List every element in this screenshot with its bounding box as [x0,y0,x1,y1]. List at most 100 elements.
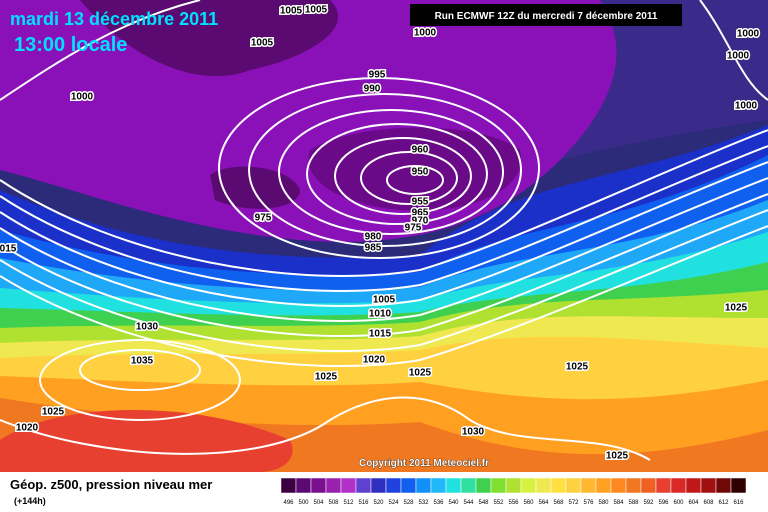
isobars [0,0,768,461]
scale-label: 568 [553,500,564,506]
isobar-line [248,93,522,247]
scale-label: 532 [418,500,429,506]
isobar-line [79,349,201,391]
scale-label: 500 [298,500,309,506]
scale-label: 564 [538,500,549,506]
isobar-label: 1010 [369,309,392,320]
scale-label: 520 [373,500,384,506]
scale-label: 572 [568,500,579,506]
isobar-label: 1005 [280,6,303,17]
isobar-label: 955 [412,197,429,208]
scale-swatch [610,477,627,494]
isobar-label: 1025 [566,362,589,373]
isobar-label: 1025 [606,451,629,462]
isobar-line [699,0,768,101]
field-dark-purple [308,127,522,211]
scale-swatch [505,477,522,494]
map-date: mardi 13 décembre 2011 [10,9,218,29]
isobar-label: 1020 [363,355,386,366]
isobar-label: 975 [405,223,422,234]
footer-lead: (+144h) [14,496,46,506]
scale-swatch [355,477,372,494]
isobar-line [306,123,488,225]
isobar-label: 1015 [369,329,392,340]
scale-swatch [415,477,432,494]
scale-swatch [580,477,597,494]
scale-swatch [310,477,327,494]
isobar-line [0,396,651,461]
scale-swatch [490,477,507,494]
scale-swatch [565,477,582,494]
isobar-label: 975 [255,213,272,224]
isobar-label: 1000 [414,28,437,39]
scale-label: 592 [643,500,654,506]
isobar-line [0,177,768,322]
footer-title: Géop. z500, pression niveau mer [10,477,212,492]
isobar-line [0,193,768,337]
isobar-line [39,339,241,421]
scale-swatch [520,477,537,494]
isobar-line [0,129,768,277]
scale-label: 528 [403,500,414,506]
scale-swatch [295,477,312,494]
isobar-line [218,77,540,259]
scale-swatch [340,477,357,494]
scale-swatch [370,477,387,494]
isobar-label: 950 [412,167,429,178]
isobar-label: 1020 [16,423,39,434]
run-info: Run ECMWF 12Z du mercredi 7 décembre 201… [435,11,658,22]
isobar-line [0,145,768,292]
scale-swatch [385,477,402,494]
isobar-line [0,161,768,307]
isobar-line [0,0,201,101]
scale-label: 540 [448,500,459,506]
isobar-label: 1005 [305,5,328,16]
scale-swatch [535,477,552,494]
scale-label: 512 [343,500,354,506]
isobar-line [334,137,472,215]
scale-swatch [655,477,672,494]
scale-label: 600 [673,500,684,506]
scale-label: 584 [613,500,624,506]
scale-swatch [445,477,462,494]
isobar-label: 1005 [251,38,274,49]
scale-label: 576 [583,500,594,506]
scale-label: 616 [733,500,744,506]
scale-swatch [730,477,747,494]
scale-swatch [640,477,657,494]
scale-swatch [550,477,567,494]
scale-label: 536 [433,500,444,506]
scale-label: 496 [283,500,294,506]
isobar-label: 1025 [409,368,432,379]
scale-label: 612 [718,500,729,506]
scale-label: 604 [688,500,699,506]
isobar-label: 985 [365,243,382,254]
isobar-line [386,165,444,195]
isobar-label: 965 [412,208,429,219]
scale-swatch [460,477,477,494]
scale-label: 556 [508,500,519,506]
scale-label: 588 [628,500,639,506]
isobar-label: 1025 [725,303,748,314]
color-scale: 496 500 504 508 512 516 520 524 528 532 536 540 544 5… [280,477,747,506]
isobar-label: 970 [412,216,429,227]
scale-swatch [595,477,612,494]
scale-label: 560 [523,500,534,506]
isobar-label: 1030 [136,322,159,333]
map-field [0,0,768,472]
isobar-label: 960 [412,145,429,156]
scale-swatch [625,477,642,494]
isobar-label: 1000 [737,29,760,40]
scale-label: 504 [313,500,324,506]
scale-swatch [280,477,297,494]
isobar-label: 1000 [727,51,750,62]
isobar-label: 1005 [373,295,396,306]
scale-swatch [685,477,702,494]
field-nav [560,0,768,160]
isobar-label: 1000 [71,92,94,103]
scale-swatch [700,477,717,494]
field-red [0,410,293,472]
